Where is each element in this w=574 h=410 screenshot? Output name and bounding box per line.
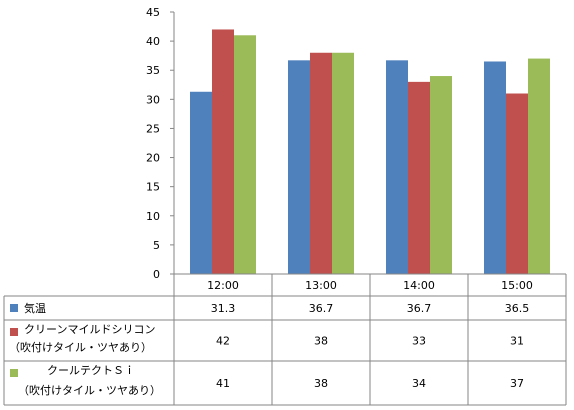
bar bbox=[430, 76, 452, 275]
data-value: 41 bbox=[216, 377, 230, 390]
bar bbox=[484, 61, 506, 274]
bar bbox=[408, 81, 430, 274]
bar bbox=[234, 35, 256, 275]
category-label: 14:00 bbox=[403, 279, 435, 292]
bar bbox=[528, 58, 550, 275]
bar bbox=[212, 29, 234, 274]
data-value: 31 bbox=[510, 335, 524, 348]
data-table: 12:00 13:00 14:00 15:00 気温 31.3 36.7 36.7 36.5 クリ… bbox=[3, 273, 567, 406]
bars bbox=[190, 29, 550, 275]
y-tick-label: 30 bbox=[146, 93, 160, 106]
bar bbox=[506, 93, 528, 274]
y-tick-label: 15 bbox=[146, 181, 160, 194]
category-label: 12:00 bbox=[207, 279, 239, 292]
bar bbox=[310, 52, 332, 274]
series-label: 気温 bbox=[24, 301, 46, 315]
y-tick-label: 25 bbox=[146, 122, 160, 135]
series-label: クリーンマイルドシリコン bbox=[24, 323, 155, 336]
bar bbox=[288, 60, 310, 274]
data-value: 36.7 bbox=[309, 302, 334, 315]
data-value: 37 bbox=[510, 377, 524, 390]
series-label: （吹付けタイル・ツヤあり） bbox=[18, 384, 161, 397]
y-tick-label: 20 bbox=[146, 152, 160, 165]
category-label: 13:00 bbox=[305, 279, 337, 292]
data-value: 34 bbox=[412, 377, 426, 390]
bar bbox=[386, 60, 408, 274]
y-axis: 0 5 10 15 20 25 30 35 40 45 bbox=[146, 6, 175, 281]
data-value: 38 bbox=[314, 377, 328, 390]
y-tick-label: 5 bbox=[153, 239, 160, 252]
data-value: 31.3 bbox=[211, 302, 236, 315]
series-label: （吹付けタイル・ツヤあり） bbox=[9, 341, 152, 354]
bar bbox=[332, 52, 354, 274]
legend-swatch bbox=[10, 304, 18, 312]
data-value: 42 bbox=[216, 335, 230, 348]
y-tick-label: 45 bbox=[146, 6, 160, 19]
legend-swatch bbox=[10, 328, 18, 336]
data-value: 36.7 bbox=[407, 302, 432, 315]
y-tick-label: 10 bbox=[146, 210, 160, 223]
y-tick-label: 0 bbox=[153, 268, 160, 281]
data-value: 33 bbox=[412, 335, 426, 348]
category-label: 15:00 bbox=[501, 279, 533, 292]
data-value: 36.5 bbox=[505, 302, 530, 315]
legend-swatch bbox=[10, 369, 18, 377]
bar bbox=[190, 91, 212, 275]
y-tick-label: 35 bbox=[146, 64, 160, 77]
data-value: 38 bbox=[314, 335, 328, 348]
y-tick-label: 40 bbox=[146, 35, 160, 48]
series-label: クールテクトＳｉ bbox=[47, 364, 135, 377]
